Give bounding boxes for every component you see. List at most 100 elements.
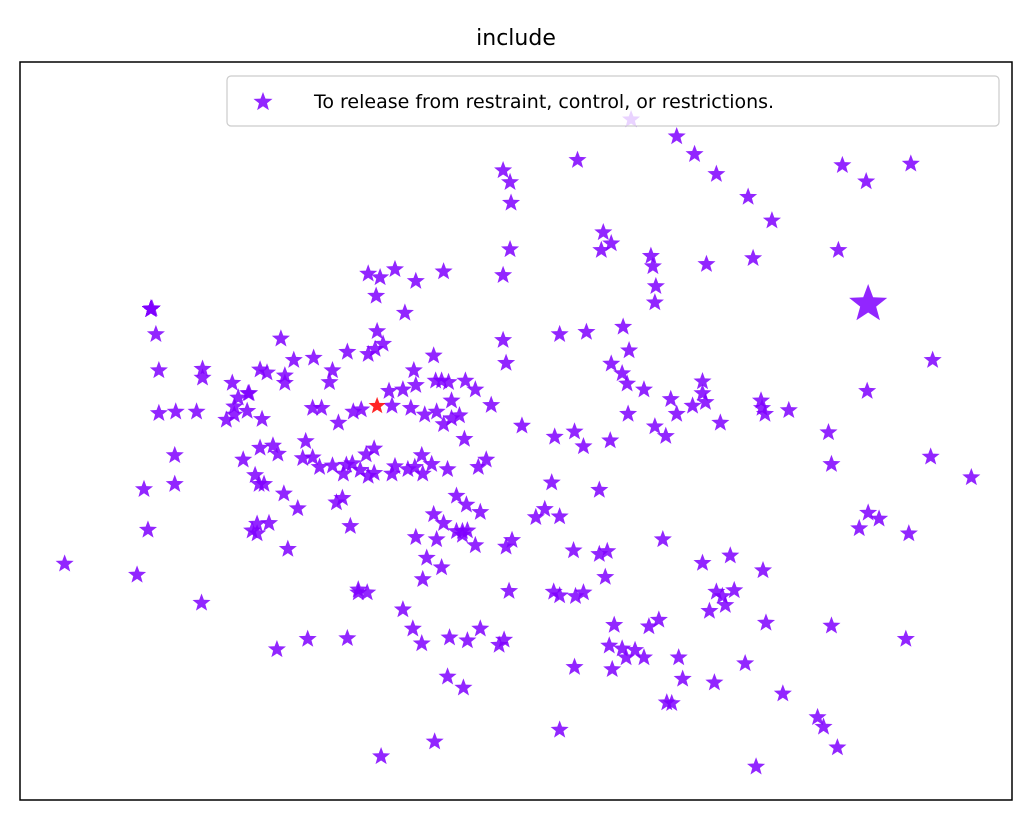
data-point [246, 465, 265, 483]
data-point [329, 413, 348, 431]
data-point [343, 453, 362, 472]
data-point [413, 569, 432, 588]
data-point [500, 581, 519, 599]
data-point [359, 466, 378, 484]
data-point [526, 507, 545, 526]
data-point [613, 363, 632, 382]
data-point [857, 172, 876, 190]
data-point [577, 322, 596, 340]
data-point [899, 524, 918, 542]
data-point [359, 344, 378, 362]
points-layer [55, 110, 981, 775]
data-point [705, 673, 724, 691]
data-point [697, 254, 716, 272]
data-point [432, 558, 451, 576]
data-point [639, 617, 658, 635]
data-point [149, 403, 168, 421]
data-point [412, 634, 431, 652]
data-point [401, 398, 420, 416]
data-point [425, 732, 444, 750]
data-point [466, 380, 485, 398]
data-point [447, 486, 466, 504]
data-point [424, 504, 443, 523]
data-point [458, 631, 477, 649]
data-point [358, 583, 377, 601]
data-point [248, 514, 267, 532]
data-point [455, 429, 474, 447]
data-point [304, 348, 323, 366]
data-point [600, 636, 619, 654]
data-point [406, 527, 425, 545]
data-point [278, 539, 297, 557]
data-point [138, 520, 157, 538]
data-point [693, 553, 712, 571]
data-point [268, 444, 287, 462]
data-point [643, 256, 662, 275]
data-point [822, 454, 841, 472]
data-point [685, 144, 704, 162]
data-point [736, 653, 755, 672]
data-point [716, 595, 735, 613]
data-point [229, 388, 248, 406]
data-point [303, 448, 322, 466]
data-point [223, 373, 242, 391]
data-point [454, 678, 473, 696]
data-point [412, 445, 431, 464]
data-point [896, 629, 915, 647]
data-point [602, 234, 621, 252]
data-point [165, 445, 184, 464]
data-point [312, 398, 331, 416]
data-point [193, 368, 212, 386]
data-point [725, 580, 744, 599]
data-point [921, 447, 940, 465]
data-point [334, 464, 353, 482]
data-point [193, 359, 212, 377]
data-point [598, 541, 617, 559]
data-point [870, 509, 889, 527]
data-point [55, 554, 74, 572]
data-point [275, 373, 294, 391]
data-point [434, 262, 453, 280]
data-point [550, 507, 569, 525]
data-point [828, 738, 847, 756]
data-point [371, 268, 390, 286]
data-point [192, 593, 211, 611]
data-point [337, 455, 356, 473]
data-point [404, 360, 423, 379]
data-point [166, 402, 185, 420]
data-point [618, 374, 637, 392]
data-point [649, 610, 668, 628]
data-point [494, 265, 513, 283]
data-point [225, 405, 244, 423]
data-point [662, 693, 681, 712]
data-point [497, 537, 516, 555]
data-point [502, 193, 521, 211]
data-point [165, 474, 184, 492]
data-point [406, 375, 425, 393]
data-point [338, 342, 357, 360]
data-point [755, 404, 775, 422]
data-point [458, 521, 477, 539]
data-point [564, 541, 583, 559]
data-point [255, 474, 274, 492]
data-point [263, 436, 282, 454]
data-point [422, 454, 441, 472]
data-point [594, 222, 613, 241]
data-point [438, 459, 457, 478]
data-point [566, 586, 585, 604]
data-point [341, 516, 360, 534]
data-point [457, 495, 476, 513]
data-point [550, 720, 569, 738]
data-point [434, 513, 453, 531]
data-point [501, 172, 520, 190]
data-point [574, 583, 593, 601]
data-point [298, 629, 317, 647]
data-point [385, 456, 405, 475]
data-point [320, 372, 339, 390]
legend-star-icon [253, 92, 273, 111]
data-point [590, 480, 609, 498]
data-point [284, 350, 303, 368]
data-point [601, 431, 620, 449]
